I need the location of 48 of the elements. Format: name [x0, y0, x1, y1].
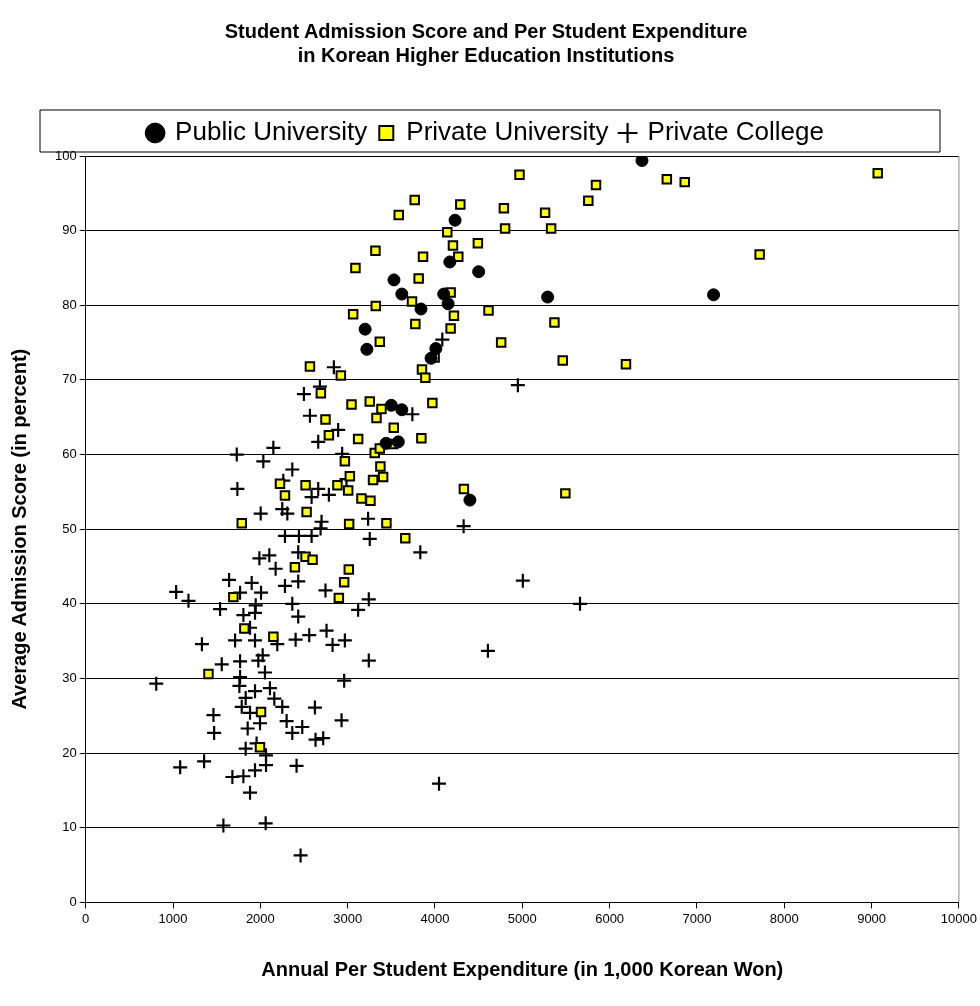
chart-title: Student Admission Score and Per Student Expenditure in Korean Higher Education Institutions — [224, 19, 748, 66]
point — [443, 255, 457, 269]
point — [429, 342, 443, 356]
point — [379, 436, 393, 450]
point — [635, 156, 649, 167]
y-tick-label: 100 — [54, 147, 77, 163]
x-tick-label: 3000 — [333, 910, 363, 926]
point — [463, 493, 477, 507]
legend-label: Private University — [406, 116, 609, 147]
x-tick-label: 6000 — [595, 910, 625, 926]
y-axis-title: Average Admission Score (in percent) — [7, 348, 30, 710]
x-tick-label: 2000 — [245, 910, 275, 926]
legend-label: Private College — [647, 116, 824, 147]
x-tick-label: 7000 — [682, 910, 712, 926]
y-tick-label: 90 — [62, 222, 77, 238]
point — [387, 273, 401, 287]
y-tick-label: 30 — [62, 670, 77, 686]
x-tick-label: 0 — [82, 910, 90, 926]
point — [414, 302, 428, 316]
point — [541, 290, 555, 304]
y-tick-label: 60 — [62, 446, 77, 462]
point — [448, 213, 462, 227]
y-tick-label: 0 — [69, 893, 77, 909]
point — [360, 342, 374, 356]
x-tick-label: 8000 — [769, 910, 799, 926]
y-tick-label: 10 — [62, 819, 77, 835]
x-tick-label: 1000 — [158, 910, 188, 926]
y-tick-label: 40 — [62, 595, 77, 611]
point — [391, 435, 405, 449]
point — [707, 288, 721, 302]
y-tick-label: 80 — [62, 296, 77, 312]
x-tick-label: 9000 — [857, 910, 887, 926]
point — [441, 297, 455, 311]
y-tick-label: 50 — [62, 520, 77, 536]
x-tick-label: 5000 — [507, 910, 537, 926]
point — [437, 287, 451, 301]
y-tick-label: 20 — [62, 744, 77, 760]
point — [395, 403, 409, 417]
x-tick-label: 10000 — [940, 910, 977, 926]
y-tick-label: 70 — [62, 371, 77, 387]
x-tick-label: 4000 — [420, 910, 450, 926]
legend-label: Public University — [175, 116, 368, 147]
point — [472, 265, 486, 279]
point — [358, 322, 372, 336]
point — [395, 287, 409, 301]
x-axis-title: Annual Per Student Expenditure (in 1,000 Korean Won) — [261, 957, 784, 980]
point — [424, 351, 438, 365]
point — [384, 398, 398, 412]
